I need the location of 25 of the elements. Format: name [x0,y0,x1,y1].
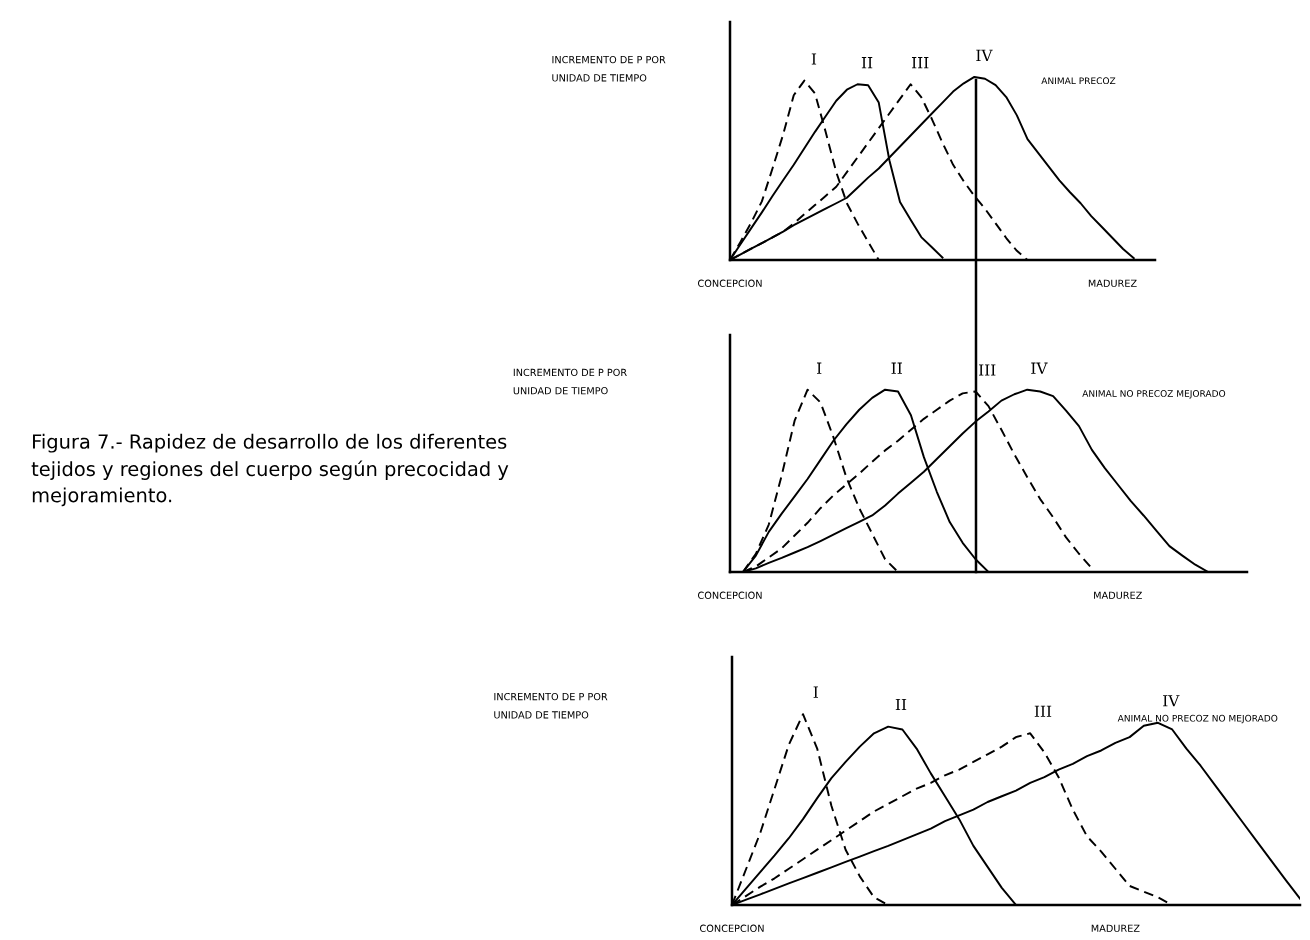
y-axis-title: INCREMENTO DE P POR UNIDAD DE TIEMPO [513,368,627,395]
series-label: III [979,364,996,376]
y-axis-title: INCREMENTO DE P POR UNIDAD DE TIEMPO [552,55,666,82]
series-label: III [1034,705,1052,717]
x-tick-label: MADUREZ [1088,279,1137,287]
series-label: II [861,57,873,69]
series-label: I [811,53,817,65]
x-tick-label: CONCEPCION [698,591,762,599]
annotation: ANIMAL PRECOZ [1041,77,1116,85]
series-label: IV [1163,695,1180,707]
series-label: I [817,362,822,374]
series-label: II [891,362,902,374]
annotation: ANIMAL NO PRECOZ NO MEJORADO [1117,714,1278,724]
series-label: IV [976,49,993,61]
x-tick-label: MADUREZ [1094,591,1142,599]
text: Figura 7.- Rapidez de desarrollo de los diferentes tejidos y regiones del cuerpo según precocidad y mejoramiento. [31,433,509,507]
x-tick-label: MADUREZ [1091,924,1140,932]
y-axis-title: INCREMENTO DE P POR UNIDAD DE TIEMPO [494,692,608,719]
series-label: III [911,57,929,69]
series-label: II [895,698,907,711]
x-tick-label: CONCEPCION [698,279,762,287]
series-label: I [813,686,818,698]
x-tick-label: CONCEPCION [700,924,764,932]
annotation: ANIMAL NO PRECOZ MEJORADO [1082,390,1226,399]
series-label: IV [1031,362,1048,374]
